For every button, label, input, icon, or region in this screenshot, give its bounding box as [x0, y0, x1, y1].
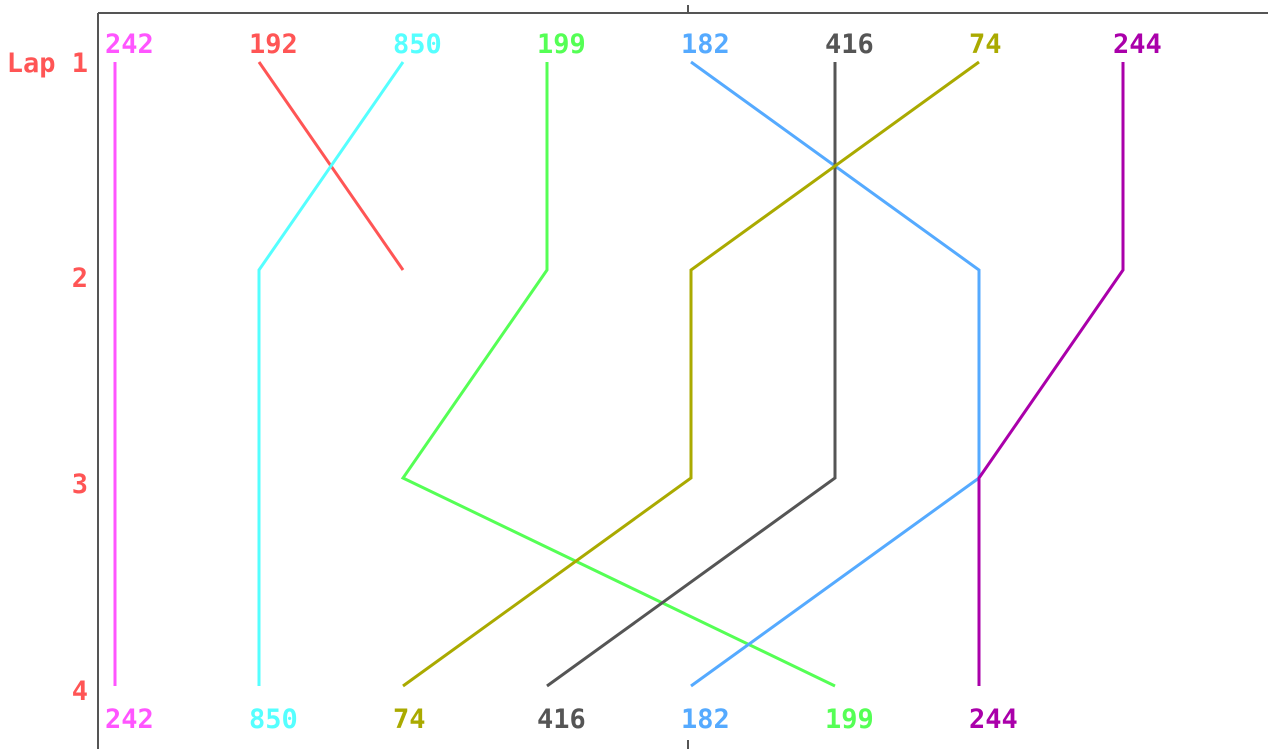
top-label-192: 192 [249, 29, 298, 60]
bottom-label-244: 244 [969, 704, 1018, 735]
top-label-244: 244 [1113, 29, 1162, 60]
bottom-label-416: 416 [537, 704, 586, 735]
series-line-244 [977, 62, 1125, 686]
series-line-850 [257, 61, 405, 686]
lap-label: 2 [72, 263, 88, 294]
series-lines [113, 60, 1125, 688]
bottom-label-242: 242 [105, 704, 154, 735]
lap-label: Lap 1 [7, 48, 88, 79]
bottom-labels: 242 850 74 416 182 199 244 [105, 704, 1018, 735]
top-label-74: 74 [969, 29, 1002, 60]
top-labels: 242 192 850 199 182 416 74 244 [105, 29, 1162, 60]
top-label-182: 182 [681, 29, 730, 60]
lap-labels: Lap 1 2 3 4 [7, 48, 88, 707]
series-line-199 [400, 62, 836, 688]
bottom-label-182: 182 [681, 704, 730, 735]
series-line-74 [402, 60, 980, 688]
bottom-label-199: 199 [825, 704, 874, 735]
top-label-416: 416 [825, 29, 874, 60]
lap-label: 4 [72, 676, 88, 707]
top-label-199: 199 [537, 29, 586, 60]
top-label-242: 242 [105, 29, 154, 60]
bottom-label-850: 850 [249, 704, 298, 735]
lap-label: 3 [72, 469, 88, 500]
top-label-850: 850 [393, 29, 442, 60]
bottom-label-74: 74 [393, 704, 426, 735]
